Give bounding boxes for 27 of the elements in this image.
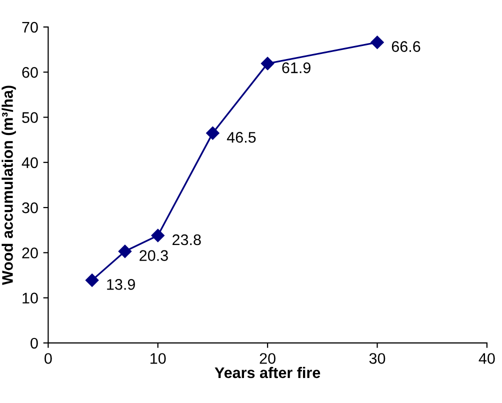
x-tick-label: 10	[150, 353, 166, 364]
data-label: 23.8	[172, 234, 201, 246]
point	[151, 228, 164, 242]
y-tick-label: 20	[22, 248, 38, 258]
y-tick-label: 60	[22, 67, 38, 78]
y-tick-label: 50	[22, 112, 38, 123]
y-tick-label: 30	[22, 202, 38, 214]
point	[206, 126, 220, 140]
data-label: 66.6	[392, 41, 420, 52]
point	[118, 244, 132, 258]
data-label: 46.5	[226, 132, 256, 143]
x-tick-label: 30	[369, 353, 386, 364]
y-axis-title: Wood accumulation (m³/ha)	[2, 86, 16, 285]
x-tick-label: 0	[44, 353, 52, 364]
x-tick-label: 20	[260, 353, 276, 364]
point	[260, 56, 274, 70]
data-label: 20.3	[140, 250, 168, 261]
y-tick-label: 10	[22, 292, 38, 304]
point	[85, 274, 99, 287]
data-label: 61.9	[282, 62, 310, 74]
data-label: 13.9	[107, 279, 135, 290]
y-tick-label: 70	[22, 22, 38, 33]
x-tick-label: 40	[478, 353, 495, 364]
y-tick-label: 40	[22, 157, 38, 168]
x-axis-title: Years after fire	[214, 366, 320, 378]
point	[370, 36, 384, 49]
y-tick-label: 0	[30, 338, 38, 349]
